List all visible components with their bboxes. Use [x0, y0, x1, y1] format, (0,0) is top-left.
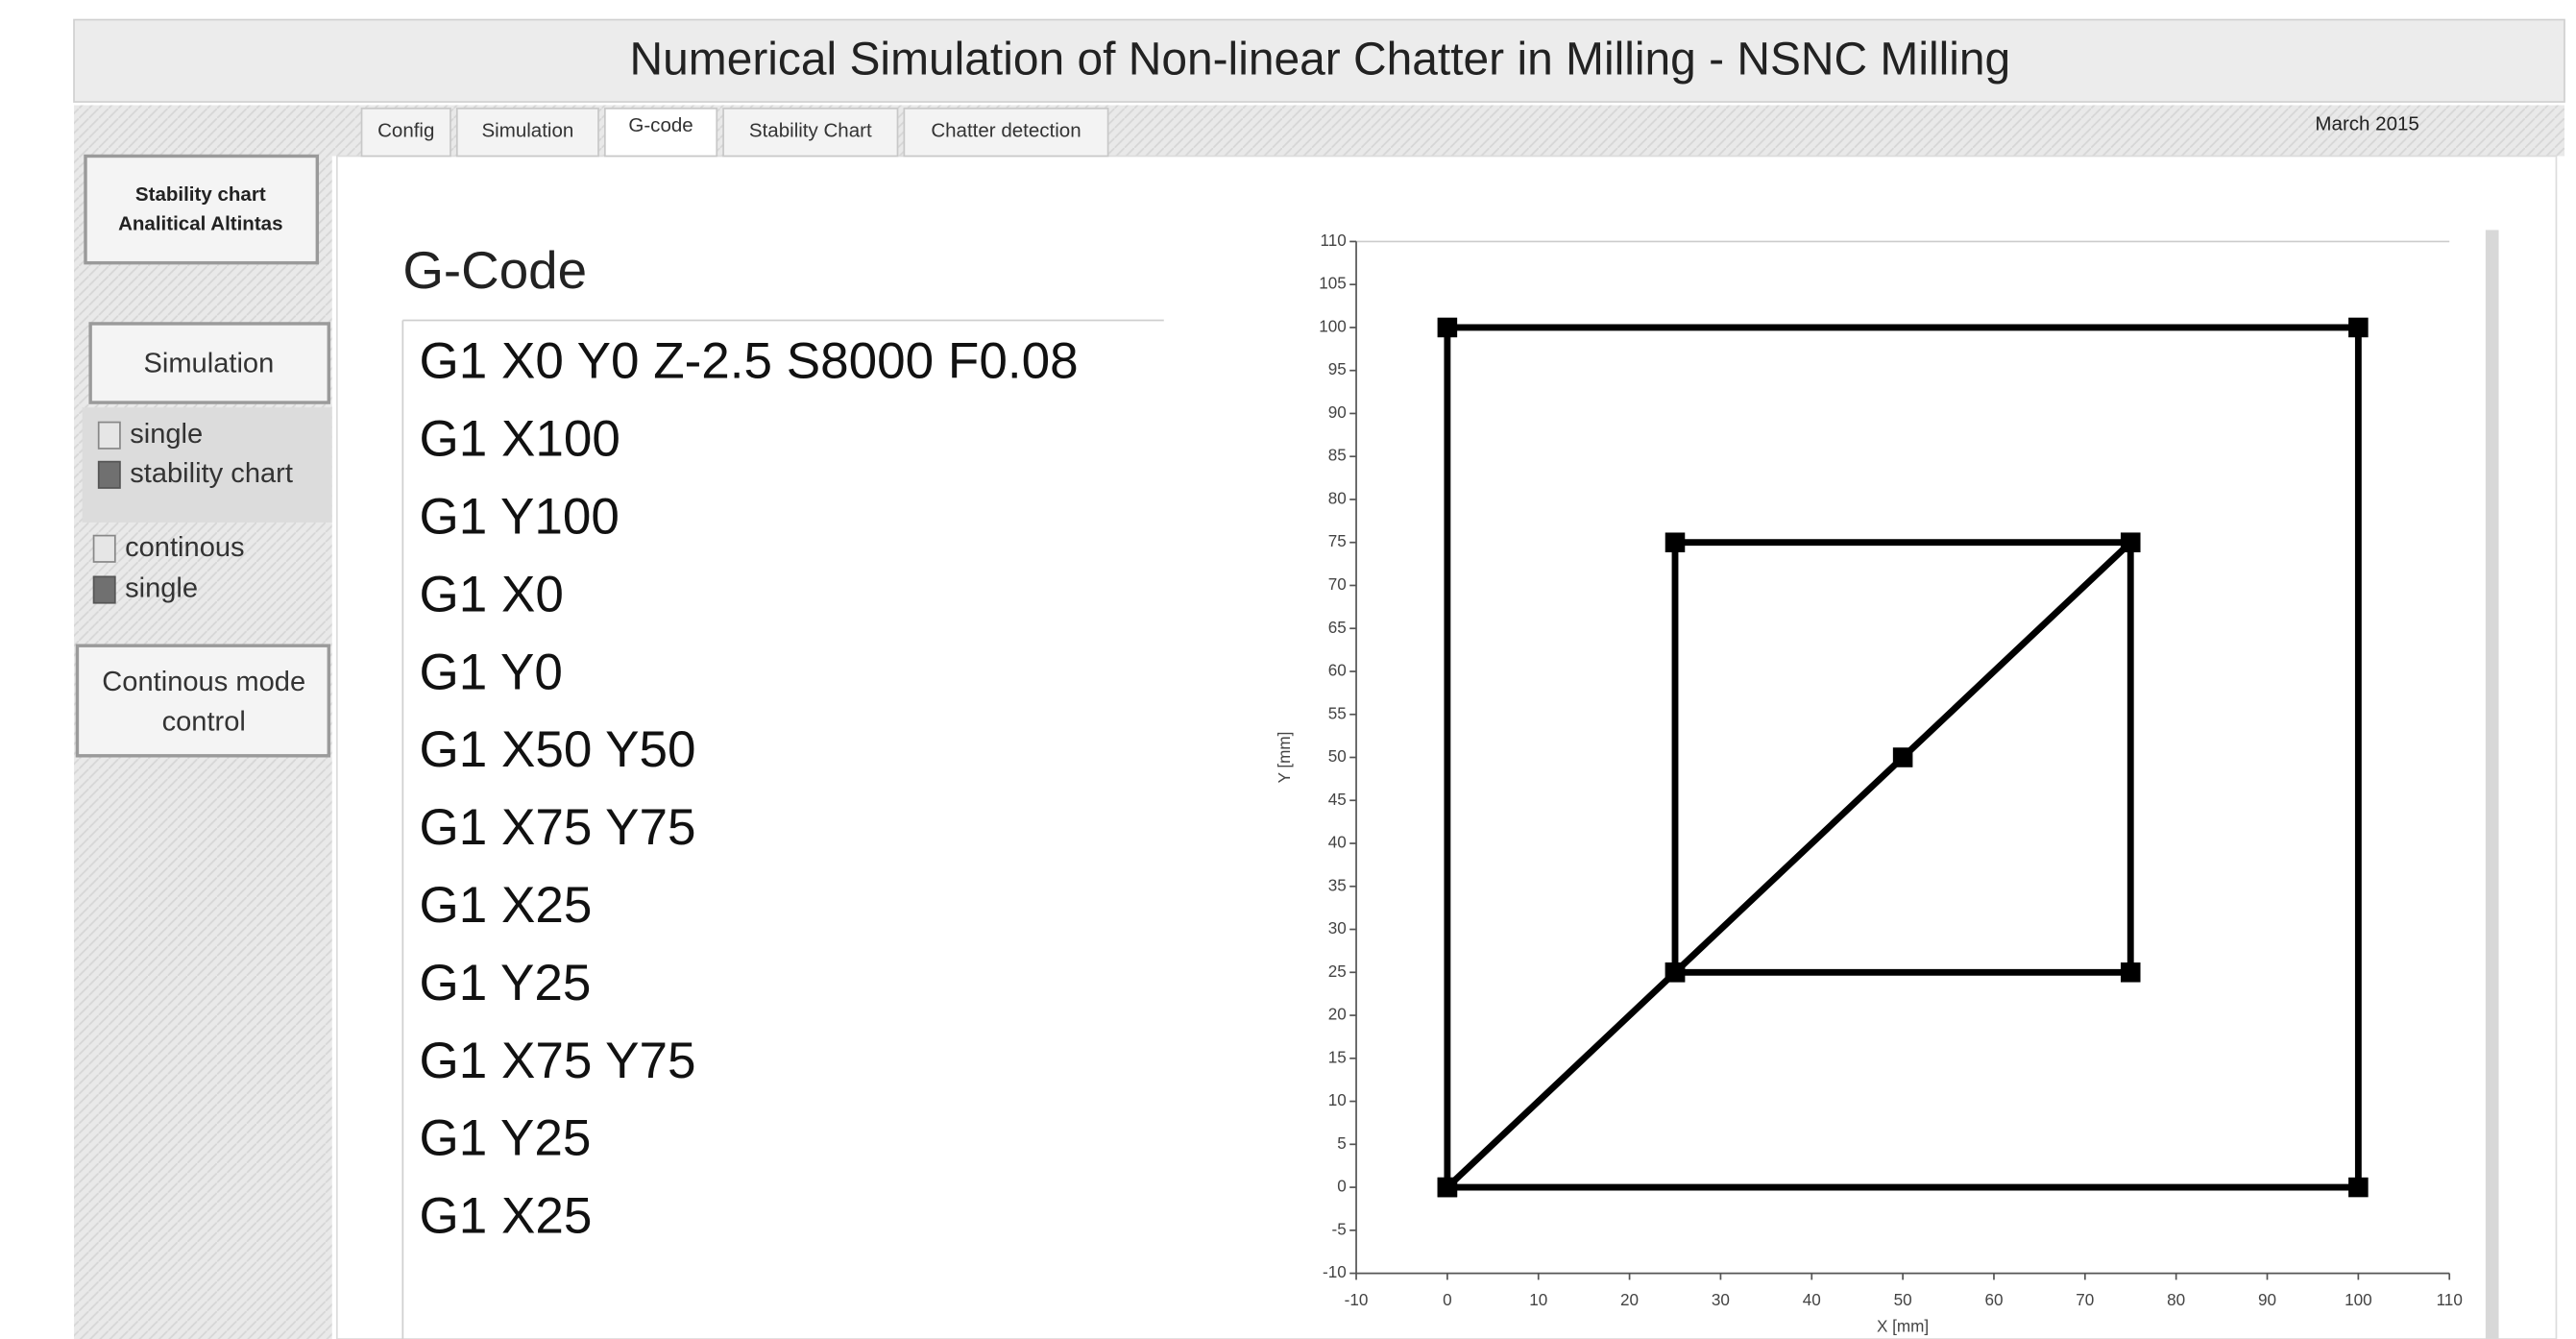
y-tick-label: 50 [1328, 747, 1347, 766]
title-bar [73, 18, 2565, 103]
tab-label: Simulation [481, 119, 573, 141]
y-tick-label: 95 [1328, 360, 1347, 378]
continuous-button[interactable] [75, 644, 331, 758]
tab[interactable] [722, 108, 899, 158]
chart: -10 -5 0 5 10 15 20 25 30 35 40 45 50 55 60 65 70 75 80 85 9… [1276, 231, 2463, 1336]
y-tick-label: 45 [1328, 791, 1347, 809]
radio[interactable] [97, 460, 121, 489]
tab-label: Stability Chart [749, 119, 872, 141]
y-axis-label: Y [mm] [1276, 732, 1294, 784]
toolpath [1444, 324, 2362, 1191]
gcode-line: G1 Y25 [419, 955, 591, 1011]
date: March 2015 [2315, 112, 2418, 134]
radio[interactable] [92, 534, 116, 563]
button-label: control [162, 706, 246, 737]
y-tick-label: 15 [1328, 1048, 1347, 1066]
vertex-marker [2120, 532, 2141, 552]
x-tick-label: 80 [2167, 1291, 2185, 1309]
y-tick-label: 55 [1328, 704, 1347, 722]
x-tick-label: 90 [2258, 1291, 2276, 1309]
y-tick-label: 20 [1328, 1006, 1347, 1024]
gcode-line: G1 Y100 [419, 489, 619, 546]
app-title: Numerical Simulation of Non-linear Chatt… [630, 35, 2011, 85]
vertex-marker [1437, 1177, 1458, 1198]
gcode-line: G1 X75 Y75 [419, 799, 695, 856]
vertex-marker [1665, 962, 1686, 983]
y-tick-label: 5 [1337, 1134, 1347, 1153]
vertex-marker [1892, 747, 1913, 767]
option-label: single [130, 419, 203, 450]
y-tick-label: 105 [1319, 275, 1347, 293]
y-tick-label: 90 [1328, 403, 1347, 422]
x-tick-label: 20 [1620, 1291, 1639, 1309]
y-tick-label: 40 [1328, 834, 1347, 852]
x-tick-label: 0 [1443, 1291, 1452, 1309]
gcode-line: G1 X75 Y75 [419, 1033, 695, 1089]
chart-shadow [2485, 230, 2499, 1339]
option-label: continous [125, 532, 245, 563]
x-tick-label: 40 [1803, 1291, 1821, 1309]
button-label: Simulation [143, 348, 274, 378]
gcode-line: G1 X0 Y0 Z-2.5 S8000 F0.08 [419, 333, 1078, 390]
option-group [82, 407, 332, 523]
y-tick-label: 0 [1337, 1178, 1347, 1196]
option-label: single [125, 573, 198, 604]
gcode-line: G1 X0 [419, 566, 563, 622]
tab-label: G-code [628, 114, 693, 136]
simulation-button[interactable] [88, 322, 331, 404]
x-tick-label: -10 [1345, 1291, 1369, 1309]
y-tick-label: 35 [1328, 876, 1347, 894]
gcode-line: G1 X25 [419, 1188, 592, 1245]
y-tick-label: 30 [1328, 919, 1347, 937]
x-tick-label: 100 [2345, 1291, 2372, 1309]
radio[interactable] [97, 421, 121, 450]
x-tick-label: 50 [1894, 1291, 1912, 1309]
gcode-line: G1 X100 [419, 411, 620, 468]
x-tick-label: 70 [2076, 1291, 2094, 1309]
y-tick-label: 70 [1328, 575, 1347, 594]
y-tick-label: 10 [1328, 1091, 1347, 1109]
vertex-marker [2348, 317, 2369, 338]
y-tick-label: 110 [1320, 231, 1346, 250]
vertex-marker [2348, 1177, 2369, 1198]
vertex-marker [1437, 317, 1458, 338]
stability-button[interactable] [84, 154, 320, 265]
x-axis-label: X [mm] [1877, 1318, 1929, 1336]
gcode-line: G1 X50 Y50 [419, 721, 695, 778]
x-tick-label: 10 [1529, 1291, 1547, 1309]
x-tick-label: 110 [2437, 1291, 2463, 1309]
y-tick-label: -5 [1332, 1220, 1347, 1238]
gcode-line: G1 Y0 [419, 644, 562, 700]
radio[interactable] [92, 575, 116, 604]
button-label: Continous mode [102, 667, 305, 697]
tab[interactable] [360, 108, 451, 158]
gcode-label: G-Code [402, 240, 587, 300]
gcode-line: G1 Y25 [419, 1110, 591, 1167]
button-label: Stability chart [135, 183, 266, 206]
y-tick-label: 80 [1328, 489, 1347, 507]
tab-label: Config [377, 119, 434, 141]
vertex-marker [2120, 962, 2141, 983]
y-tick-label: 60 [1328, 662, 1347, 680]
vertex-marker [1665, 532, 1686, 552]
y-tick-label: 100 [1319, 317, 1347, 335]
y-tick-label: 85 [1328, 447, 1347, 465]
tab[interactable] [455, 108, 599, 158]
y-tick-label: -10 [1323, 1263, 1347, 1281]
tab[interactable] [903, 108, 1109, 158]
button-label: Analitical Altintas [118, 213, 282, 235]
x-tick-label: 60 [1984, 1291, 2003, 1309]
tab[interactable] [603, 108, 718, 158]
y-tick-label: 25 [1328, 962, 1347, 981]
y-tick-label: 75 [1328, 532, 1347, 550]
x-tick-label: 30 [1712, 1291, 1730, 1309]
tab-label: Chatter detection [931, 119, 1081, 141]
y-tick-label: 65 [1328, 619, 1347, 637]
gcode-line: G1 X25 [419, 877, 592, 934]
option-label: stability chart [130, 458, 293, 489]
